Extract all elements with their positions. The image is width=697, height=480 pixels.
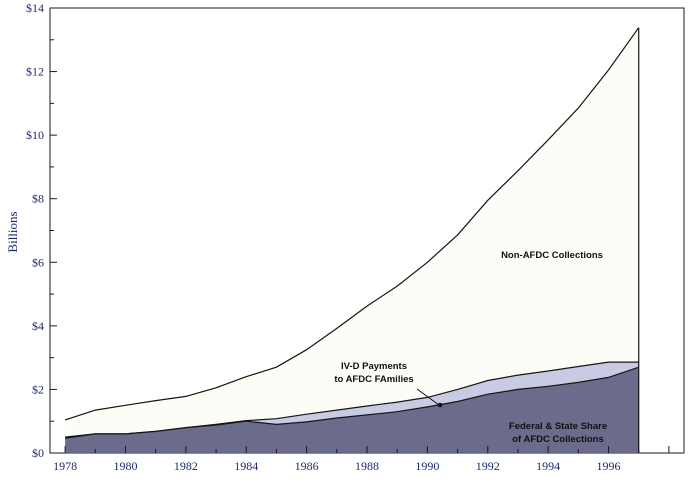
x-tick-label: 1992 <box>476 459 500 473</box>
annotation-federal-line-2: of AFDC Collections <box>512 434 603 445</box>
y-tick-label: $10 <box>26 128 44 142</box>
y-tick-label: $0 <box>32 446 44 460</box>
line-federal-state-share-of-afdc-collections <box>65 366 639 439</box>
x-axis: 1978 1980 1982 1984 1986 1988 1990 1992 1994 1996 <box>53 446 670 473</box>
x-tick-label: 1978 <box>53 459 77 473</box>
annotation-ivd-line-1: IV-D Payments <box>341 361 407 372</box>
area-layer <box>64 27 640 453</box>
y-tick-label: $4 <box>32 319 44 333</box>
area-non-afdc-collections <box>65 27 639 453</box>
y-axis-title: Billions <box>5 211 20 252</box>
y-tick-label: $12 <box>26 65 44 79</box>
x-tick-label: 1996 <box>597 459 621 473</box>
y-tick-label: $8 <box>32 192 44 206</box>
label-ivd-payments: IV-D Payments to AFDC FAmilies <box>334 361 443 408</box>
line-non-afdc-collections <box>64 27 640 421</box>
annotation-federal-line-1: Federal & State Share <box>509 421 607 432</box>
x-tick-label: 1980 <box>113 459 137 473</box>
x-tick-label: 1982 <box>174 459 198 473</box>
y-tick-label: $2 <box>32 382 44 396</box>
annotation-arrow <box>416 388 440 406</box>
y-tick-label: $6 <box>32 255 44 269</box>
annotation-non-afdc: Non-AFDC Collections <box>501 250 603 261</box>
x-tick-label: 1988 <box>355 459 379 473</box>
x-tick-label: 1994 <box>536 459 560 473</box>
label-non-afdc: Non-AFDC Collections <box>501 250 603 261</box>
annotation-arrow-head <box>437 402 443 408</box>
x-tick-label: 1986 <box>295 459 319 473</box>
x-tick-label: 1984 <box>234 459 258 473</box>
y-tick-label: $14 <box>26 1 44 15</box>
label-federal-state: Federal & State Share of AFDC Collection… <box>509 421 607 445</box>
y-axis: $0 $2 $4 $6 $8 $10 $12 $14 <box>26 1 57 460</box>
annotation-ivd-line-2: to AFDC FAmilies <box>334 374 413 385</box>
x-tick-label: 1990 <box>415 459 439 473</box>
area-federal-state-share-of-afdc-collections <box>65 367 639 453</box>
